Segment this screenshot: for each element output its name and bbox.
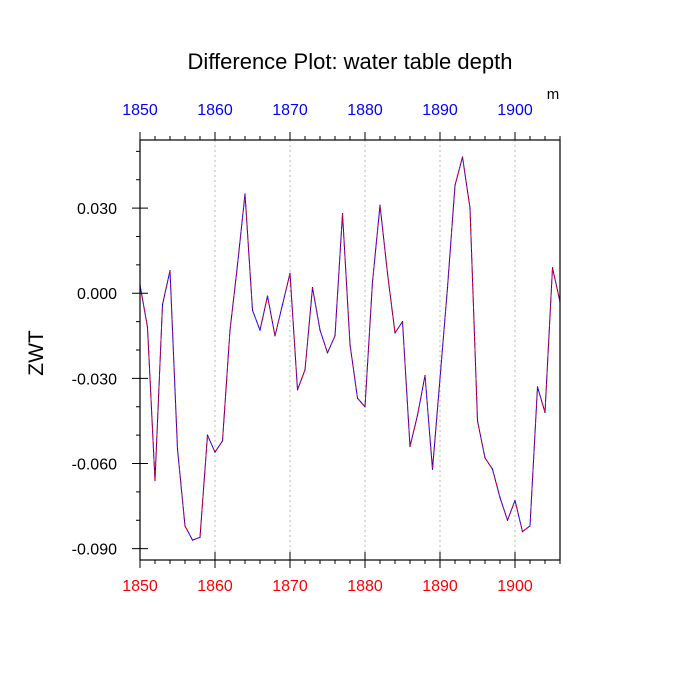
data-point-1886: [409, 445, 411, 448]
data-point-1877: [341, 213, 344, 215]
y-tick-label-2: -0.030: [72, 371, 117, 388]
chart-title: Difference Plot: water table depth: [188, 49, 513, 74]
x-tick-label-top-1850: 1850: [122, 102, 158, 119]
data-point-1861: [221, 440, 224, 442]
x-tick-label-top-1900: 1900: [497, 102, 533, 119]
data-point-1881: [371, 281, 374, 283]
data-point-1873: [311, 286, 314, 289]
data-point-1880: [364, 406, 366, 408]
data-point-1871: [296, 389, 299, 391]
data-point-1854: [169, 269, 171, 272]
data-point-1892: [454, 184, 456, 187]
data-point-1899: [506, 519, 509, 521]
data-point-1863: [236, 264, 239, 266]
data-point-1891: [446, 286, 449, 289]
series-lines: [139, 156, 561, 541]
x-tick-label-top-1890: 1890: [422, 102, 458, 119]
units-label: m: [547, 86, 560, 103]
x-tick-label-bottom-1880: 1880: [347, 578, 383, 595]
data-point-1872: [304, 369, 306, 371]
x-tick-label-bottom-1870: 1870: [272, 578, 308, 595]
data-point-1866: [259, 329, 261, 331]
y-tick-label-0: 0.030: [77, 201, 117, 218]
data-point-1879: [356, 397, 359, 399]
axis-ticks: [132, 132, 561, 568]
data-point-1883: [386, 272, 389, 274]
data-point-1874: [319, 329, 321, 331]
data-point-1868: [274, 335, 276, 337]
data-point-1878: [349, 343, 351, 345]
data-point-1897: [491, 468, 494, 470]
data-point-1903: [536, 386, 539, 388]
data-point-1851: [146, 326, 149, 328]
x-tick-label-top-1870: 1870: [272, 102, 308, 119]
data-point-1858: [199, 536, 201, 538]
data-point-1862: [229, 329, 231, 331]
data-point-1867: [266, 295, 269, 297]
y-tick-label-3: -0.060: [72, 457, 117, 474]
series-line-difference-dashed: [139, 156, 561, 541]
data-point-1870: [289, 272, 291, 274]
x-tick-label-bottom-1860: 1860: [197, 578, 233, 595]
data-point-1857: [191, 539, 194, 541]
data-point-1869: [281, 303, 284, 306]
data-point-1856: [184, 525, 186, 527]
y-tick-label-1: 0.000: [77, 286, 117, 303]
data-point-1853: [161, 303, 164, 306]
data-point-1860: [214, 451, 216, 453]
data-point-1905: [551, 267, 554, 269]
y-axis-label: ZWT: [25, 330, 48, 376]
data-point-1896: [484, 457, 486, 459]
data-point-1901: [521, 531, 524, 533]
data-point-1904: [544, 411, 546, 414]
x-tick-label-bottom-1900: 1900: [497, 578, 533, 595]
data-point-1882: [379, 204, 381, 206]
x-tick-label-top-1880: 1880: [347, 102, 383, 119]
data-point-1898: [499, 496, 501, 499]
data-point-1885: [401, 321, 404, 323]
data-point-1875: [326, 352, 329, 354]
tick-labels: 1850 1850 1860 1860 1870 1870 1880 1880 1890 1890…: [72, 102, 533, 595]
grid-lines: [214, 140, 516, 560]
x-tick-label-bottom-1890: 1890: [422, 578, 458, 595]
data-point-1884: [394, 332, 396, 334]
data-point-1902: [529, 525, 531, 527]
y-tick-label-4: -0.090: [72, 542, 117, 559]
series-line-difference: [139, 156, 561, 541]
data-point-1893: [461, 156, 464, 158]
data-point-1876: [334, 335, 336, 337]
data-point-1887: [416, 414, 419, 416]
data-point-1890: [439, 377, 441, 379]
data-point-1865: [251, 309, 254, 311]
data-point-1859: [206, 434, 209, 436]
data-point-1894: [469, 207, 471, 209]
data-point-1900: [514, 499, 516, 502]
data-point-1864: [244, 193, 246, 195]
x-tick-label-top-1860: 1860: [197, 102, 233, 119]
x-tick-label-bottom-1850: 1850: [122, 578, 158, 595]
data-point-1888: [424, 374, 426, 377]
data-point-1889: [431, 468, 434, 470]
data-point-1852: [154, 479, 156, 482]
data-point-1895: [476, 420, 479, 422]
data-point-1855: [176, 448, 179, 450]
